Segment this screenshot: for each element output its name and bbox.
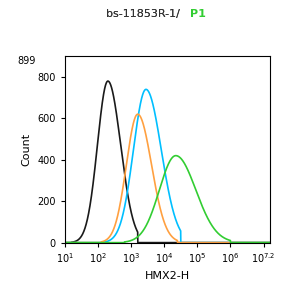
Text: bs-11853R-1/: bs-11853R-1/ <box>106 9 184 19</box>
Text: P1: P1 <box>190 9 206 19</box>
Y-axis label: Count: Count <box>22 133 32 166</box>
Text: 899: 899 <box>18 57 36 66</box>
X-axis label: HMX2-H: HMX2-H <box>145 271 190 281</box>
Text: bs-11853R-1/: bs-11853R-1/ <box>106 9 184 19</box>
